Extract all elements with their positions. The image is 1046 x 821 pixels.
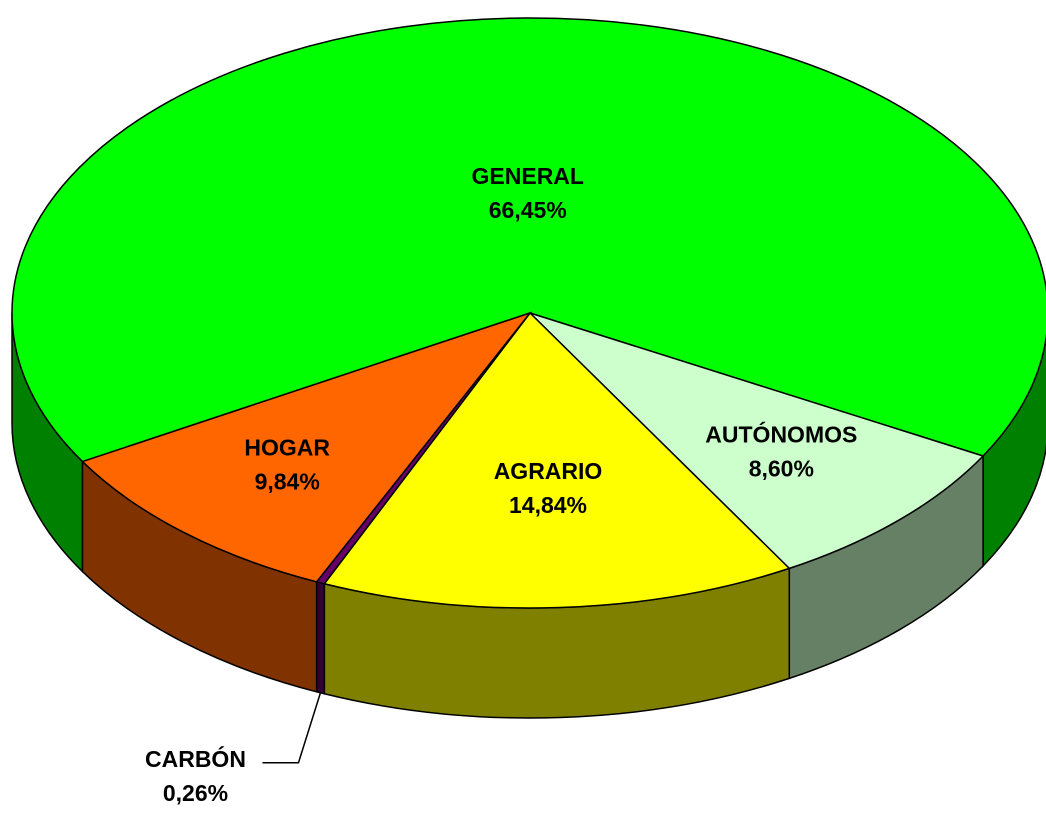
- pie-slice: [323, 311, 791, 609]
- pie-slice: [81, 311, 533, 583]
- pie-side: [315, 580, 326, 695]
- slice-value: 14,84%: [509, 492, 587, 518]
- slice-label: CARBÓN: [145, 745, 246, 772]
- slice-value: 0,26%: [163, 780, 228, 806]
- slice-label: GENERAL: [472, 163, 584, 189]
- pie-slice: [529, 312, 985, 570]
- pie-slice: [11, 17, 1046, 463]
- slice-value: 8,60%: [749, 456, 814, 482]
- slice-value: 9,84%: [255, 468, 320, 494]
- slice-value: 66,45%: [489, 197, 567, 223]
- slice-label: AGRARIO: [494, 458, 603, 484]
- leader-line: [262, 692, 322, 764]
- slice-label: HOGAR: [244, 434, 330, 460]
- slice-label: AUTÓNOMOS: [705, 421, 857, 448]
